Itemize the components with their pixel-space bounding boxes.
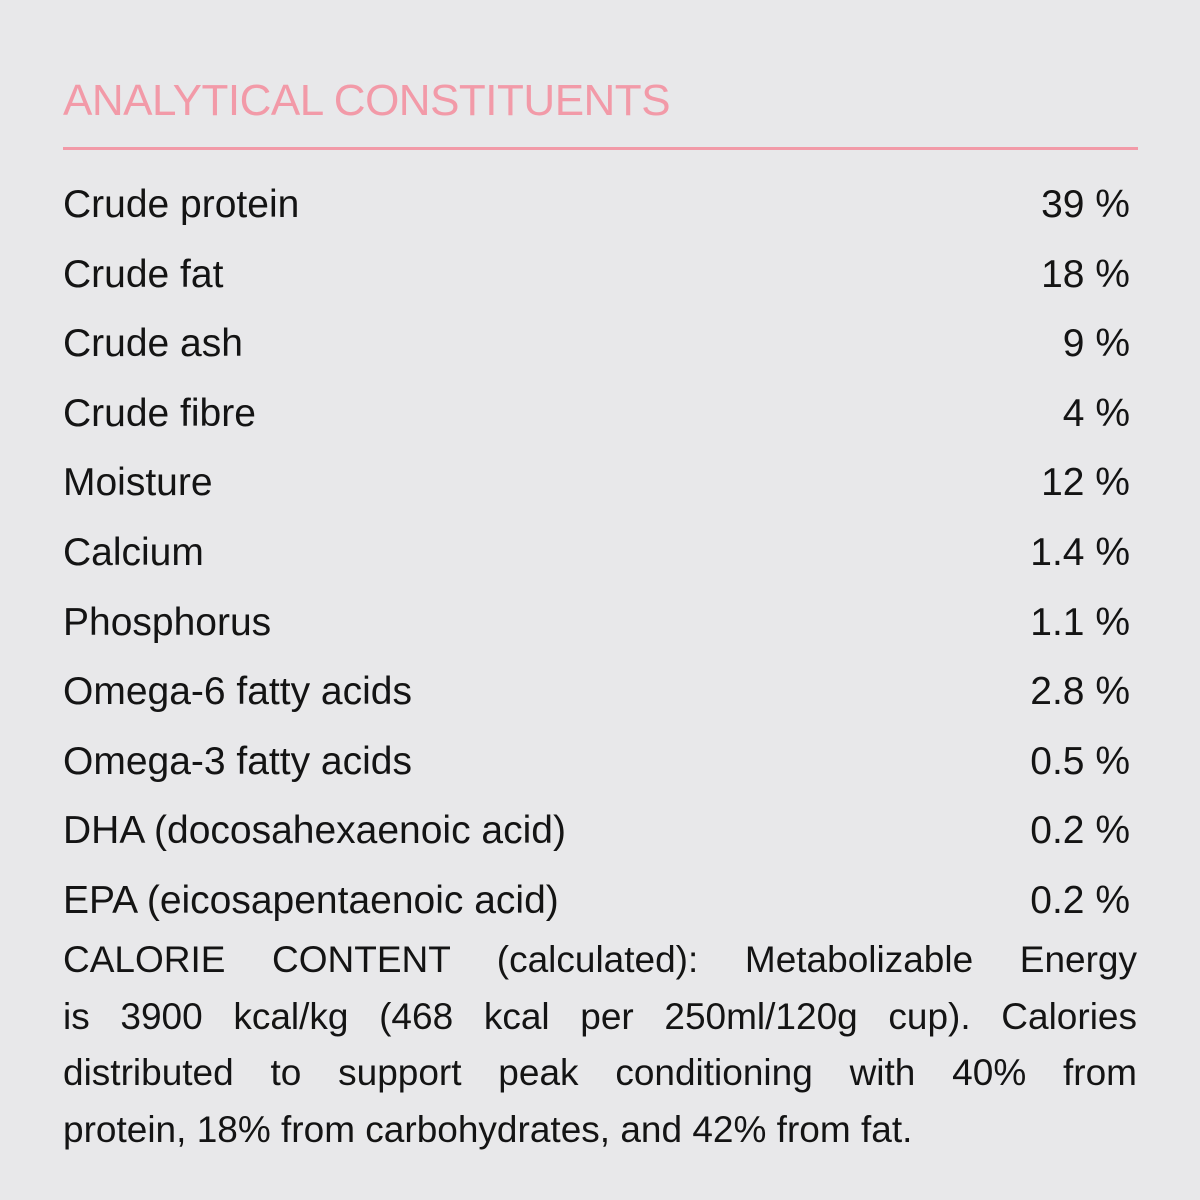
row-label: Crude protein — [63, 183, 300, 226]
row-label: Calcium — [63, 530, 204, 574]
paragraph-line: is 3900 kcal/kg (468 kcal per 250ml/120g… — [63, 995, 1137, 1037]
table-row: Crude ash 9 % — [63, 319, 1130, 389]
row-value: 4 % — [1062, 391, 1130, 435]
row-value: 9 % — [1062, 322, 1130, 366]
table-row: Calcium 1.4 % — [63, 528, 1130, 598]
paragraph-line: distributed to support peak conditioning… — [63, 1052, 1137, 1093]
row-value: 1.4 % — [1030, 530, 1130, 574]
table-row: Omega-6 fatty acids 2.8 % — [63, 667, 1130, 737]
section-title: ANALYTICAL CONSTITUENTS — [63, 76, 671, 125]
paragraph-line: CALORIE CONTENT (calculated): Metaboliza… — [63, 939, 1137, 980]
row-label: Phosphorus — [63, 600, 272, 644]
row-label: Moisture — [63, 461, 213, 505]
row-label: Omega-6 fatty acids — [63, 670, 412, 714]
row-value: 0.2 % — [1030, 809, 1130, 853]
row-label: Crude fibre — [63, 391, 256, 435]
table-row: Omega-3 fatty acids 0.5 % — [63, 737, 1130, 807]
table-row: Crude protein 39 % — [63, 180, 1130, 250]
row-label: Crude ash — [63, 322, 243, 366]
calorie-content-paragraph: CALORIE CONTENT (calculated): Metaboliza… — [63, 932, 1137, 1158]
table-row: Crude fat 18 % — [63, 250, 1130, 320]
table-row: DHA (docosahexaenoic acid) 0.2 % — [63, 806, 1130, 876]
row-value: 0.2 % — [1030, 878, 1130, 922]
row-label: EPA (eicosapentaenoic acid) — [63, 878, 559, 922]
row-value: 18 % — [1041, 252, 1130, 296]
table-row: Phosphorus 1.1 % — [63, 598, 1130, 668]
title-divider — [63, 147, 1138, 150]
row-value: 1.1 % — [1030, 600, 1130, 644]
row-label: Crude fat — [63, 252, 224, 296]
table-row: Crude fibre 4 % — [63, 389, 1130, 459]
table-row: Moisture 12 % — [63, 458, 1130, 528]
row-value: 39 % — [1041, 183, 1130, 226]
row-value: 0.5 % — [1030, 739, 1130, 783]
row-value: 12 % — [1041, 461, 1130, 505]
constituents-table: Crude protein 39 % Crude fat 18 % Crude as… — [63, 180, 1130, 946]
row-value: 2.8 % — [1030, 670, 1130, 714]
row-label: Omega-3 fatty acids — [63, 739, 412, 783]
table-row: EPA (eicosapentaenoic acid) 0.2 % — [63, 876, 1130, 946]
row-label: DHA (docosahexaenoic acid) — [63, 809, 566, 853]
paragraph-line: protein, 18% from carbohydrates, and 42%… — [63, 1108, 913, 1150]
